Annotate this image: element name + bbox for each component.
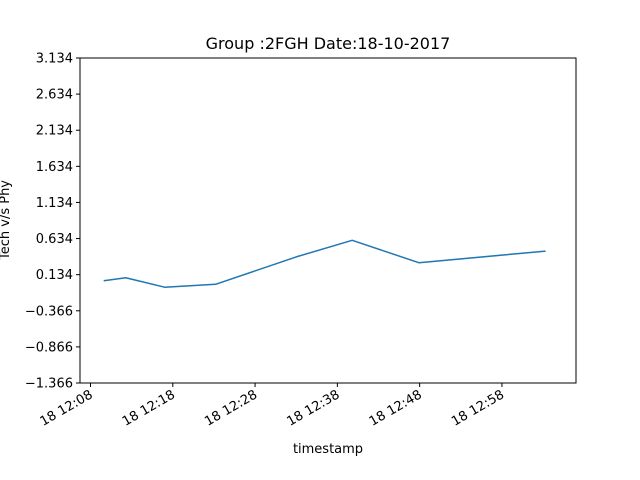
series-layer	[103, 239, 546, 288]
plot-frame	[79, 57, 577, 384]
chart-title: Group :2FGH Date:18-10-2017	[206, 34, 451, 53]
y-axis-label: Tech v/s Phy	[0, 180, 13, 261]
y-tick-label: 3.134	[36, 52, 73, 67]
series-line	[103, 239, 546, 288]
y-tick-label: −0.366	[25, 304, 73, 319]
y-tick-label: 2.634	[36, 88, 73, 103]
y-tick-label: 1.134	[36, 196, 73, 211]
y-tick-label: 0.134	[36, 268, 73, 283]
x-axis-label: timestamp	[293, 442, 363, 457]
plot-area	[79, 57, 577, 384]
y-tick-label: 2.134	[36, 124, 73, 139]
y-tick-label: −0.866	[25, 340, 73, 355]
y-tick-label: −1.366	[25, 377, 73, 392]
y-axis: −1.366 −0.866 −0.366 0.134 0.634 1.134 1.634 2.…	[25, 52, 80, 392]
y-tick-label: 1.634	[36, 160, 73, 175]
y-tick-label: 0.634	[36, 232, 73, 247]
